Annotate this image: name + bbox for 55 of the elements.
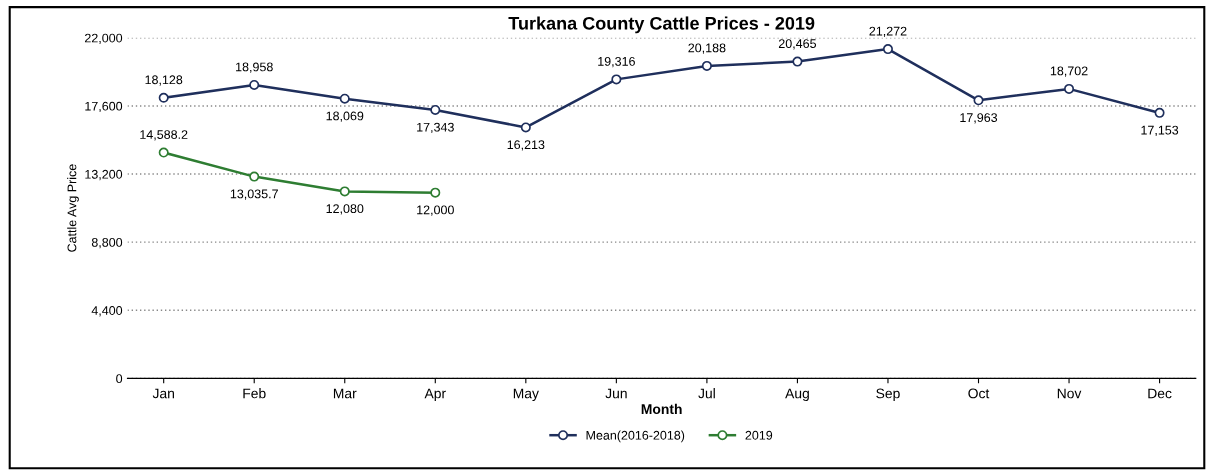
- point: [611, 74, 622, 85]
- legend-label: Mean(2016-2018): [586, 430, 685, 443]
- point: [339, 186, 350, 197]
- x-tick-label: Dec: [1148, 388, 1172, 399]
- point: [973, 95, 984, 106]
- point: [249, 171, 260, 182]
- x-tick-label: Mar: [333, 388, 357, 399]
- y-tick-label: 8,800: [91, 237, 123, 249]
- y-axis-title: Cattle Avg Price: [67, 164, 79, 252]
- y-tick-label: 22,000: [85, 33, 123, 44]
- y-tick-label: 13,200: [85, 169, 123, 181]
- point: [430, 104, 441, 115]
- x-tick-label: Jun: [605, 388, 627, 399]
- y-tick-label: 17,600: [85, 101, 123, 113]
- data-label: 18,069: [326, 111, 364, 122]
- x-tick-label: Jul: [698, 388, 715, 399]
- data-label: 18,702: [1050, 66, 1088, 77]
- chart-title: Turkana County Cattle Prices - 2019: [508, 16, 815, 34]
- x-tick-label: Jan: [152, 388, 174, 399]
- data-label: 12,000: [417, 205, 454, 216]
- point: [158, 92, 169, 103]
- y-tick-label: 4,400: [91, 306, 123, 317]
- data-label: 20,465: [778, 39, 817, 50]
- x-tick-label: Apr: [424, 388, 446, 402]
- data-label: 16,213: [507, 140, 545, 151]
- data-label: 13,035.7: [230, 189, 278, 200]
- x-tick-label: Feb: [243, 388, 266, 399]
- point: [882, 44, 893, 55]
- point: [249, 79, 260, 90]
- point: [792, 56, 803, 67]
- data-label: 17,153: [1141, 125, 1179, 137]
- legend-label: 2019: [745, 430, 773, 440]
- x-tick-label: Oct: [968, 388, 990, 399]
- x-tick-label: Sep: [876, 388, 900, 402]
- point: [701, 60, 712, 71]
- y-tick-label: 0: [116, 374, 123, 384]
- data-label: 18,128: [145, 75, 183, 86]
- x-tick-label: Aug: [785, 388, 809, 402]
- x-tick-label: Nov: [1057, 388, 1082, 399]
- point: [158, 147, 169, 158]
- data-label: 19,316: [598, 56, 635, 68]
- x-tick-label: May: [513, 388, 539, 402]
- data-label: 20,188: [688, 43, 726, 54]
- point: [339, 93, 350, 104]
- point: [430, 187, 441, 198]
- data-label: 17,343: [417, 122, 454, 134]
- point: [1064, 83, 1075, 94]
- point: [520, 122, 531, 133]
- x-axis-title: Month: [641, 403, 682, 415]
- data-label: 18,958: [236, 62, 273, 73]
- data-label: 12,080: [326, 204, 364, 215]
- point: [1154, 107, 1165, 118]
- data-label: 21,272: [869, 26, 907, 37]
- data-label: 14,588.2: [140, 130, 188, 141]
- data-label: 17,963: [960, 113, 998, 124]
